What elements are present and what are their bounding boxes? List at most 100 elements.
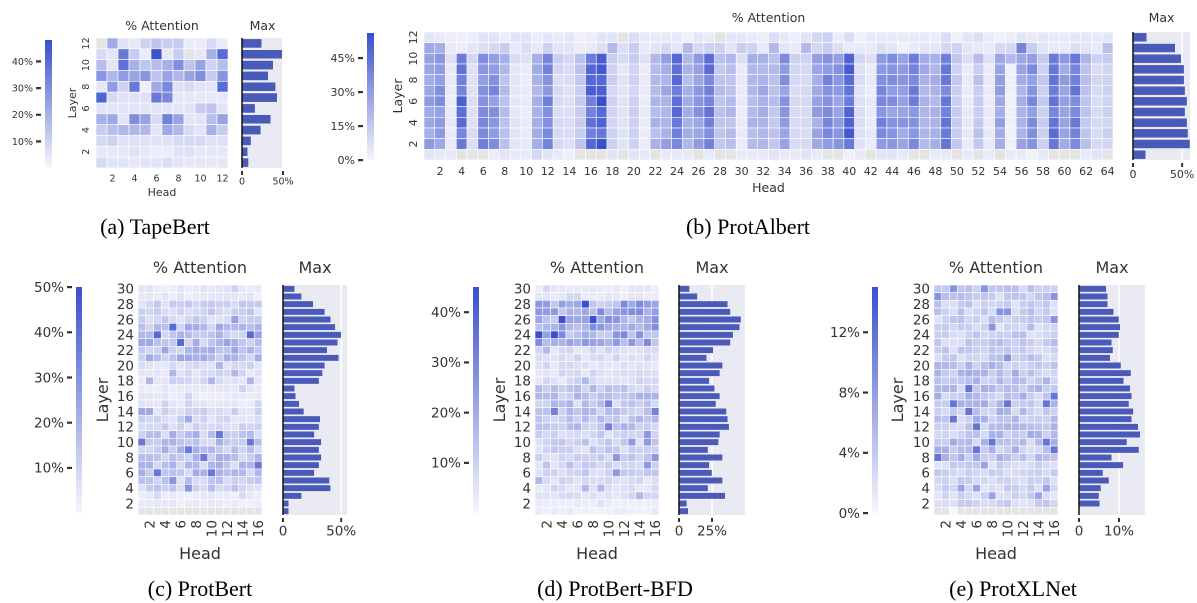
heatmap-cell	[184, 353, 193, 362]
heatmap-cell	[612, 338, 621, 347]
heatmap-cell	[768, 42, 780, 54]
heatmap-cell	[1018, 415, 1028, 424]
heatmap-cell	[822, 85, 834, 97]
max-bar	[282, 331, 342, 339]
heatmap-cell	[972, 376, 981, 385]
heatmap-cell	[565, 453, 575, 462]
heatmap-cell	[565, 300, 575, 309]
heatmap-cell	[987, 323, 997, 332]
y-tick-label: 6	[522, 466, 531, 482]
heatmap-cell	[933, 476, 943, 485]
heatmap-cell	[184, 407, 193, 416]
heatmap-cell	[588, 292, 598, 301]
x-tick-label: 10	[519, 165, 533, 178]
heatmap-cell	[987, 468, 997, 477]
heatmap-cell	[980, 392, 989, 401]
heatmap-cell	[128, 59, 141, 71]
heatmap-cell	[145, 507, 154, 516]
heatmap-cell	[207, 338, 216, 347]
heatmap-cell	[649, 117, 662, 129]
heatmap-cell	[627, 453, 637, 462]
y-tick-label: 2	[921, 496, 930, 512]
heatmap-cell	[619, 461, 629, 470]
heatmap-cell	[216, 81, 229, 93]
heatmap-cell	[145, 361, 154, 370]
max-bar	[678, 377, 710, 385]
heatmap-cell	[933, 300, 943, 309]
heatmap-cell	[137, 461, 147, 470]
heatmap-cell	[588, 468, 598, 477]
heatmap-cell	[964, 499, 974, 508]
heatmap-cell	[941, 438, 950, 447]
heatmap-cell	[238, 392, 247, 401]
heatmap-cell	[161, 70, 174, 82]
heatmap-cell	[1003, 307, 1012, 316]
heatmap-cell	[160, 445, 170, 454]
heatmap-cell	[509, 42, 522, 54]
heatmap-cell	[1018, 468, 1028, 477]
heatmap-cell	[949, 399, 958, 408]
heatmap-cell	[671, 85, 683, 97]
heatmap-cell	[627, 346, 637, 355]
heatmap-cell	[215, 399, 224, 408]
max-bar	[1078, 431, 1141, 438]
heatmap-cell	[1058, 74, 1071, 86]
heatmap-cell	[205, 59, 218, 71]
heatmap-cell	[1049, 499, 1059, 508]
heatmap-cell	[199, 315, 209, 324]
heatmap-cell	[253, 422, 263, 431]
heatmap-cell	[423, 42, 436, 54]
heatmap-cell	[161, 156, 174, 169]
heatmap-cell	[238, 315, 247, 324]
heatmap-cell	[612, 361, 621, 370]
heatmap-cell	[1034, 376, 1043, 385]
heatmap-cell	[168, 461, 178, 470]
heatmap-cell	[573, 476, 582, 485]
heatmap-cell	[628, 149, 640, 161]
heatmap-cell	[145, 376, 154, 385]
heatmap-cell	[542, 284, 551, 293]
heatmap-cell	[650, 453, 660, 462]
heatmap-cell	[941, 346, 950, 355]
heatmap-cell	[95, 124, 108, 136]
colorbar-tick	[464, 461, 469, 464]
heatmap-cell	[635, 300, 644, 309]
heatmap-cell	[1042, 507, 1051, 516]
heatmap-cell	[550, 445, 559, 454]
heatmap-cell	[671, 127, 683, 139]
heatmap-cell	[184, 330, 193, 339]
heatmap-cell	[994, 63, 1006, 75]
heatmap-cell	[253, 507, 263, 516]
heatmap-cell	[643, 284, 652, 293]
max-bar	[1078, 415, 1132, 423]
heatmap-cell	[617, 42, 629, 54]
heatmap-cell	[639, 63, 651, 75]
heatmap-cell	[573, 407, 582, 416]
heatmap-cell	[184, 438, 193, 447]
heatmap-cell	[949, 453, 958, 462]
heatmap-cell	[573, 307, 582, 316]
heatmap-cell	[941, 453, 950, 462]
heatmap-cell	[778, 53, 791, 65]
heatmap-cell	[650, 384, 660, 393]
heatmap-cell	[205, 37, 218, 50]
heatmap-cell	[183, 156, 196, 169]
heatmap-cell	[714, 149, 726, 161]
heatmap-cell	[531, 149, 543, 161]
heatmap-cell	[918, 106, 931, 118]
heatmap-cell	[207, 315, 216, 324]
heatmap-cell	[619, 407, 629, 416]
heatmap-cell	[1042, 491, 1051, 500]
heatmap-cell	[216, 102, 229, 115]
heatmap-cell	[832, 117, 845, 129]
heatmap-cell	[520, 127, 532, 139]
heatmap-cell	[1101, 117, 1114, 129]
heatmap-cell	[949, 353, 958, 362]
heatmap-cell	[692, 127, 705, 139]
heatmap-cell	[1015, 42, 1028, 54]
heatmap-cell	[477, 53, 489, 65]
heatmap-cell	[811, 106, 823, 118]
heatmap-cell	[423, 74, 436, 86]
heatmap-cell	[595, 149, 608, 161]
heatmap-cell	[552, 63, 565, 75]
